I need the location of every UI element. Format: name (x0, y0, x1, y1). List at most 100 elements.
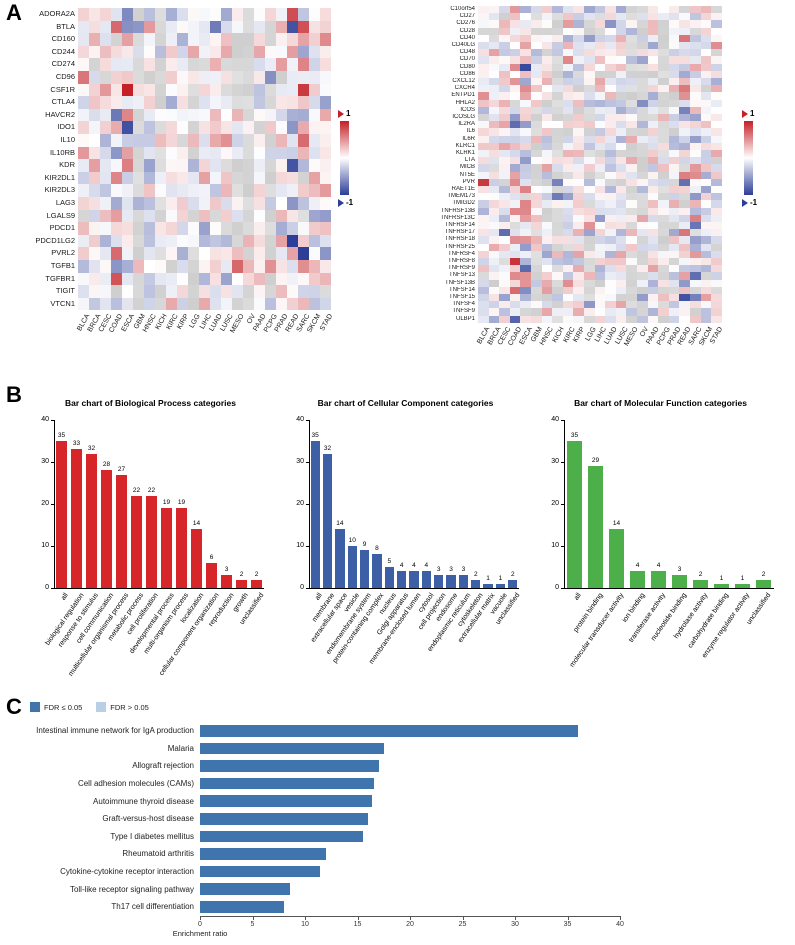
heatmap-cell (78, 297, 89, 311)
heatmap-cell (594, 178, 606, 186)
heatmap-cell (594, 13, 606, 21)
heatmap-cell (584, 229, 595, 237)
heatmap-cell (573, 63, 584, 71)
heatmap-cell (541, 157, 553, 165)
bar (755, 579, 772, 588)
heatmap-cell (679, 258, 690, 266)
heatmap-cell (199, 171, 210, 185)
heatmap-cell (552, 128, 563, 136)
bar-value: 32 (87, 444, 96, 452)
heatmap-cell (488, 85, 500, 93)
heatmap-cell (615, 258, 627, 266)
y-tick (561, 420, 564, 421)
heatmap-cell (499, 6, 510, 14)
heatmap-cell (626, 121, 637, 129)
heatmap-cell (531, 63, 542, 71)
heatmap-cell (166, 83, 177, 97)
heatmap-cell (679, 186, 690, 194)
heatmap-cell (562, 236, 574, 244)
heatmap-cell (700, 106, 712, 114)
heatmap-cell (499, 236, 510, 244)
heatmap-cell (690, 207, 701, 215)
heatmap-cell (520, 186, 531, 194)
heatmap-cell (298, 184, 309, 197)
y-tick-label: 40 (41, 416, 49, 423)
heatmap-cell (320, 272, 331, 286)
heatmap-cell (605, 265, 616, 273)
heatmap-cell (210, 96, 221, 109)
heatmap-cell (700, 301, 712, 309)
heatmap-cell (658, 63, 669, 71)
heatmap-cell (679, 6, 690, 14)
heatmap-cell (478, 243, 489, 251)
heatmap-cell (679, 236, 690, 244)
heatmap-cell (166, 20, 177, 34)
bar (566, 441, 583, 588)
heatmap-cell (499, 250, 510, 258)
bar-value: 1 (719, 574, 724, 582)
heatmap-cell (626, 6, 637, 14)
heatmap-cell (188, 96, 199, 109)
heatmap-cell (541, 56, 553, 64)
heatmap-cell (320, 260, 331, 273)
heatmap-cell (626, 142, 637, 150)
heatmap-cell (531, 34, 542, 42)
heatmap-cell (552, 78, 563, 86)
heatmap-cell (232, 146, 243, 160)
heatmap-cell (133, 8, 144, 21)
heatmap-cell (531, 193, 542, 201)
gene-label: CD96 (55, 72, 75, 81)
category-label: all (314, 592, 324, 602)
heatmap-cell (78, 197, 89, 210)
heatmap-cell (298, 234, 309, 248)
heatmap-cell (254, 71, 265, 84)
heatmap-cell (690, 27, 701, 35)
heatmap-cell (700, 92, 712, 100)
heatmap-cell (78, 108, 89, 122)
heatmap-cell (679, 178, 690, 186)
gene-label: TNFRSF9 (448, 265, 475, 272)
gene-label: LGALS9 (46, 210, 75, 220)
heatmap-cell (615, 150, 627, 158)
heatmap-cell (210, 8, 221, 21)
heatmap-cell (509, 301, 521, 309)
heatmap-cell (668, 186, 680, 194)
bar (200, 865, 320, 878)
heatmap-cell (133, 171, 144, 185)
heatmap-cell (626, 243, 637, 251)
heatmap-cell (573, 142, 584, 150)
heatmap-cell (690, 193, 701, 201)
heatmap-cell (232, 285, 243, 298)
bar (359, 550, 370, 588)
heatmap-cell (584, 13, 595, 21)
heatmap-cell (584, 114, 595, 122)
heatmap-cell (122, 134, 133, 147)
heatmap-cell (133, 197, 144, 210)
heatmap-cell (690, 301, 701, 309)
heatmap-cell (298, 58, 309, 71)
heatmap-cell (647, 142, 659, 150)
heatmap-cell (276, 260, 287, 273)
heatmap-cell (111, 108, 122, 122)
heatmap-cell (700, 56, 712, 64)
legend-item-fdr-nonsignificant: FDR > 0.05 (96, 702, 149, 712)
heatmap-cell (626, 20, 637, 28)
heatmap-cell (210, 184, 221, 197)
heatmap-cell (626, 272, 637, 280)
heatmap-cell (658, 265, 669, 273)
heatmap-cell (668, 27, 680, 35)
x-tick-label: 40 (616, 920, 624, 928)
heatmap-cell (509, 308, 521, 316)
pathway-label: Cell adhesion molecules (CAMs) (77, 779, 194, 789)
heatmap-cell (232, 96, 243, 109)
heatmap-cell (89, 33, 100, 46)
heatmap-cell (594, 135, 606, 143)
x-tick-label: 35 (563, 920, 572, 928)
heatmap-cell (320, 297, 331, 311)
heatmap-cell (584, 70, 595, 78)
heatmap-cell (541, 42, 553, 50)
heatmap-cell (711, 142, 722, 150)
chart-plot-area: 0 10 20 30 40 35 all 33 biological regulation 32 r… (28, 396, 273, 696)
heatmap-cell (531, 128, 542, 136)
gene-label: TNFSF13 (448, 272, 475, 279)
